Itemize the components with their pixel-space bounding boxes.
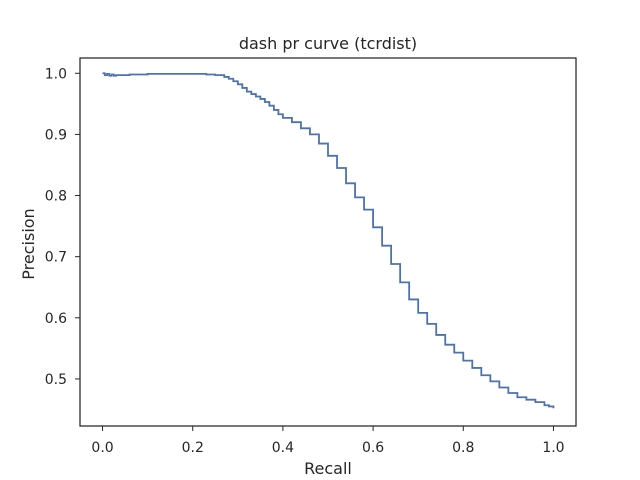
y-axis: 0.5 0.6 0.7 0.8 0.9 1.0 (45, 66, 80, 388)
series-line-0 (102, 72, 555, 409)
x-tick-label: 0.8 (452, 440, 474, 456)
y-tick-label: 1.0 (45, 66, 67, 82)
y-tick-label: 0.6 (45, 311, 67, 327)
chart-title: dash pr curve (tcrdist) (239, 34, 417, 53)
y-tick-label: 0.9 (45, 127, 67, 143)
x-tick-label: 0.6 (362, 440, 384, 456)
x-tick-label: 1.0 (542, 440, 564, 456)
x-axis: 0.0 0.2 0.4 0.6 0.8 1.0 (91, 426, 565, 456)
x-axis-label: Recall (304, 459, 352, 478)
x-tick-label: 0.4 (272, 440, 294, 456)
plot-frame (79, 57, 577, 427)
x-tick-label: 0.2 (182, 440, 204, 456)
x-tick-label: 0.0 (91, 440, 113, 456)
y-tick-label: 0.7 (45, 250, 67, 266)
y-tick-label: 0.5 (45, 372, 67, 388)
y-axis-label: Precision (19, 208, 38, 279)
y-tick-label: 0.8 (45, 189, 67, 205)
